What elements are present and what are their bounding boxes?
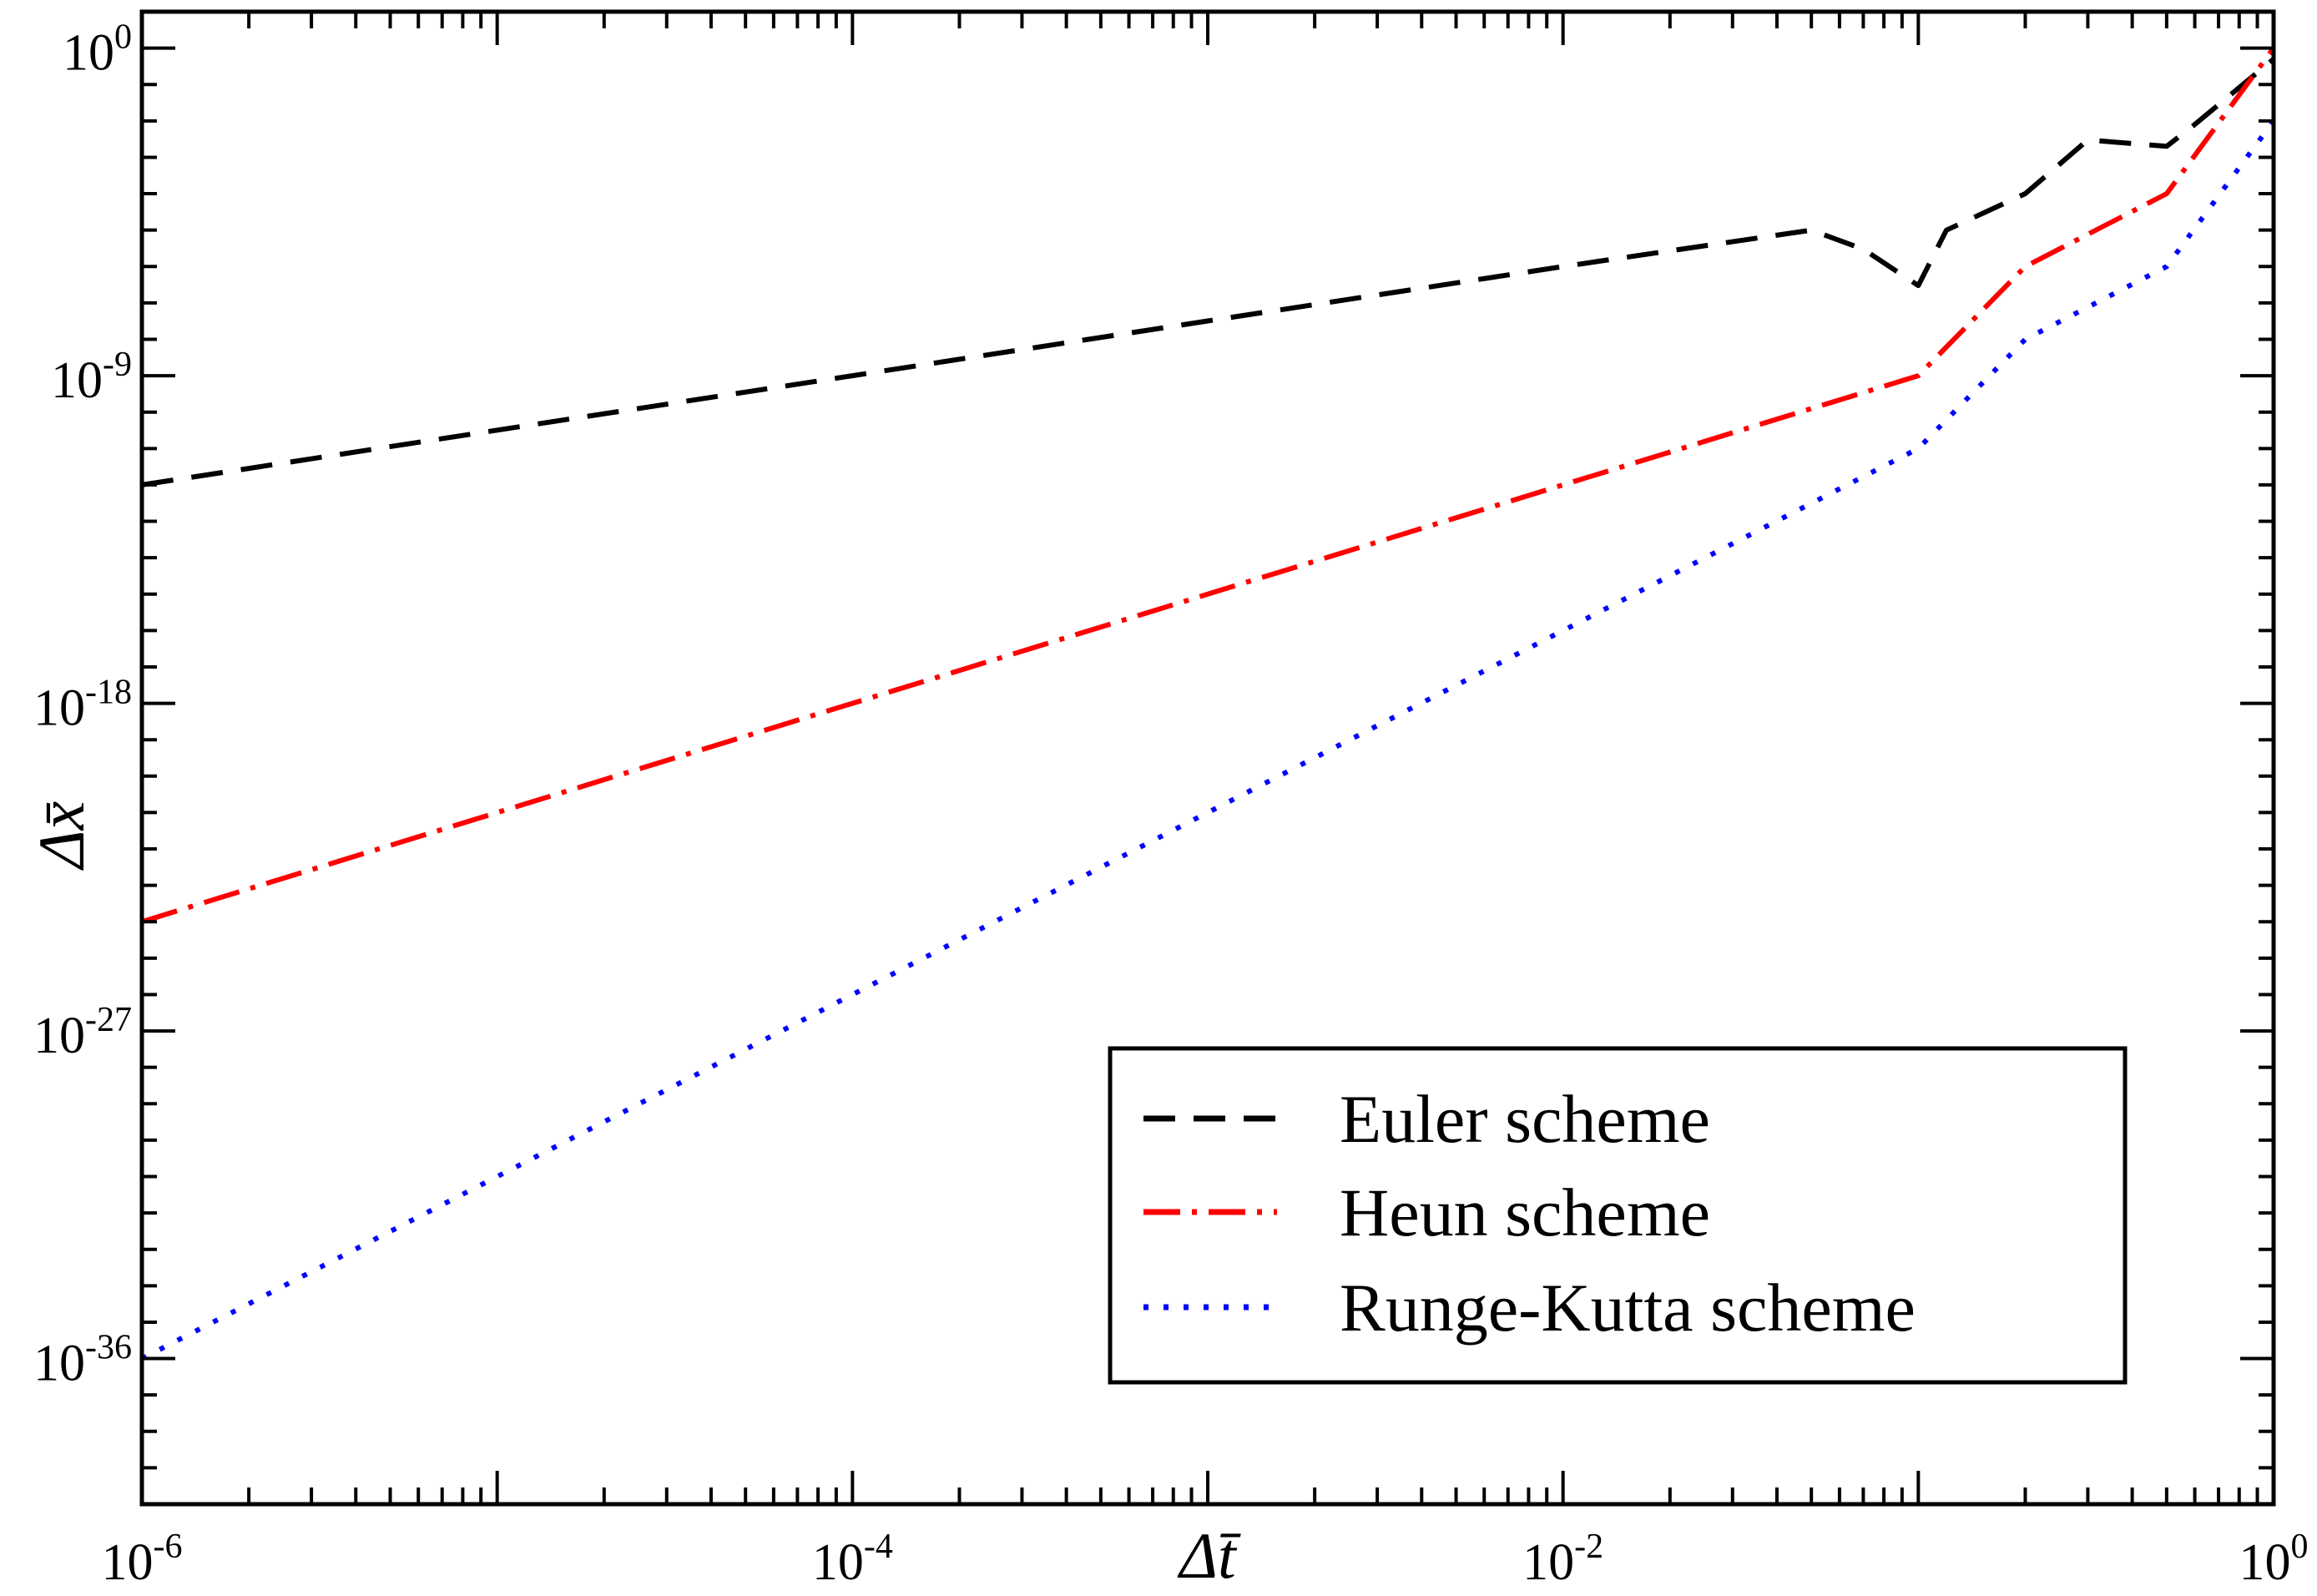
tick-labels: 10-6 10-4 10-2 100 100 10-9 10-18 10-27 10-36	[33, 18, 2309, 1591]
y-tick-label: 100	[63, 18, 132, 82]
ticks-layer	[140, 10, 2275, 1506]
y-tick-label: 10-18	[33, 674, 132, 737]
series-layer	[140, 46, 2276, 1361]
x-tick-label: 100	[2239, 1528, 2309, 1591]
series-line-1	[141, 57, 2275, 487]
plot-frame	[139, 9, 2276, 1507]
y-tick-label: 10-27	[33, 1001, 132, 1064]
y-tick-label: 10-36	[33, 1329, 132, 1392]
x-axis-label: Δt̄	[1177, 1519, 1241, 1592]
legend-label-1: Euler scheme	[1340, 1081, 1710, 1157]
y-tick-label: 10-9	[51, 346, 132, 409]
legend-label-2: Heun scheme	[1340, 1174, 1710, 1250]
y-axis-label: Δx̄	[25, 801, 98, 871]
x-tick-label: 10-4	[812, 1528, 893, 1591]
series-line-2	[141, 46, 2276, 925]
legend-label-3: Runge-Kutta scheme	[1340, 1270, 1916, 1346]
x-tick-label: 10-2	[1522, 1528, 1603, 1591]
legend-items: Euler scheme Heun scheme Runge-Kutta schem…	[1143, 1081, 1916, 1346]
legend: Euler scheme Heun scheme Runge-Kutta schem…	[1108, 1046, 2128, 1385]
x-tick-label: 10-6	[102, 1528, 183, 1591]
legend-box	[1108, 1046, 2128, 1385]
